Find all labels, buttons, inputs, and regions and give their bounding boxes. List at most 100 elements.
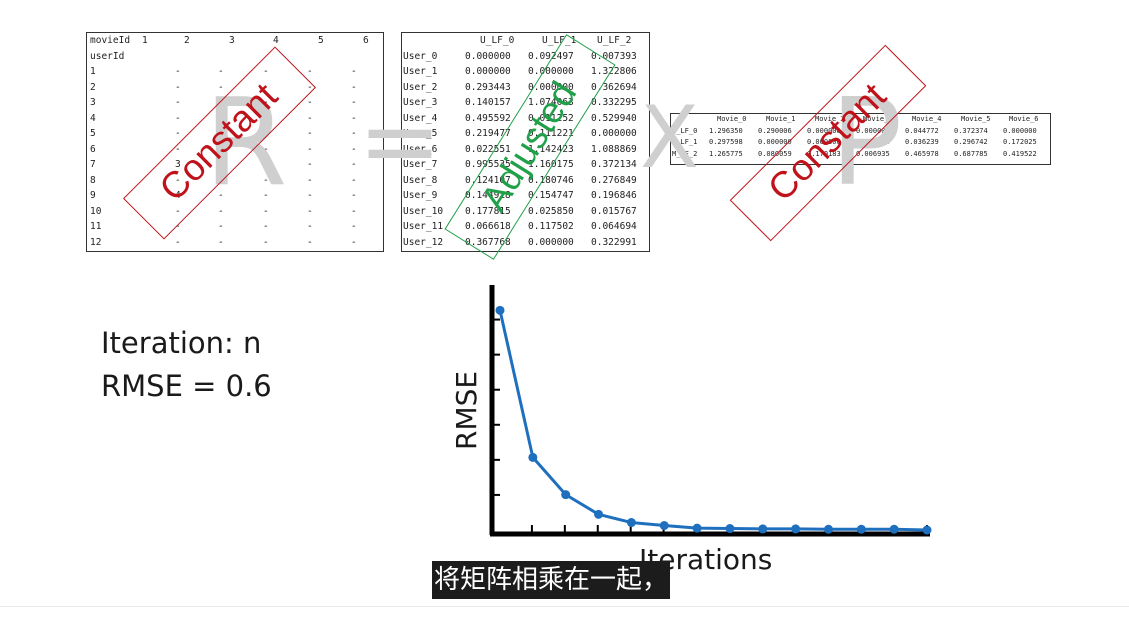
factor-cell: 1.074063 (528, 97, 574, 108)
row-index: User_4 (403, 112, 438, 124)
factor-cell: 0.293443 (465, 81, 511, 93)
factor-cell: 1.142423 (528, 143, 574, 155)
factor-cell: 0.117502 (528, 221, 574, 232)
row-index: M_LF_2 (672, 149, 698, 158)
column-header: Movie_4 (912, 115, 942, 123)
rating-cell: - (175, 112, 181, 124)
rating-cell: - (307, 205, 313, 217)
equation-times-sign: X (640, 88, 699, 188)
factor-cell: 0.066618 (465, 221, 511, 232)
factor-cell: 0.000000 (528, 236, 574, 248)
column-header: 4 (273, 35, 279, 46)
table-row: M_LF_2 1.265775 0.080059 0.170183 0.006935 0.… (671, 149, 1050, 161)
row-index: 10 (90, 205, 102, 217)
table-row: 9 4 - - - - (87, 188, 383, 204)
column-header: Movie_0 (717, 115, 747, 123)
row-index: User_0 (403, 50, 438, 62)
row-index: 6 (90, 143, 96, 155)
row-index: User_12 (403, 236, 444, 248)
table-row: User_10 0.177815 0.025850 0.015767 (402, 204, 649, 220)
data-point (692, 523, 702, 533)
table-header-row: Movie_0 Movie_1 Movie_2 Movie_3 Movie_4 Movie… (671, 114, 1050, 126)
table-row: M_LF_0 1.296350 0.290006 0.000000 0.000000 0.… (671, 126, 1050, 138)
rating-cell: - (307, 128, 313, 139)
rating-cell: - (218, 128, 224, 139)
factor-cell: 0.495592 (465, 112, 511, 124)
rating-cell: - (175, 221, 181, 232)
table-row: User_3 0.140157 1.074063 0.332295 (402, 95, 649, 111)
rating-cell: - (307, 143, 313, 155)
table-row: 1 - - - - - (87, 64, 383, 80)
data-point (528, 452, 538, 462)
rating-cell: - (263, 190, 269, 201)
video-subtitle: 将矩阵相乘在一起， (432, 561, 671, 599)
table-row: User_7 0.995535 1.160175 0.372134 (402, 157, 649, 173)
rating-cell: - (263, 174, 269, 186)
factor-cell: 0.000000 (528, 66, 574, 77)
factor-cell: 0.419522 (1003, 149, 1037, 158)
factor-cell: 0.006935 (856, 149, 890, 158)
factor-cell: 0.015767 (591, 205, 637, 217)
rating-cell: - (307, 66, 313, 77)
rating-cell: - (218, 174, 224, 186)
table-row: User_9 0.144918 0.154747 0.196846 (402, 188, 649, 204)
column-header: Movie_3 (863, 115, 893, 123)
rating-cell: - (175, 236, 181, 248)
column-header: 1 (142, 35, 148, 46)
rating-cell: - (351, 236, 357, 248)
rating-cell: - (351, 159, 357, 170)
rating-cell: - (307, 159, 313, 170)
factor-cell: 0.297598 (709, 138, 743, 146)
column-header: U_LF_1 (542, 35, 577, 46)
row-index: User_3 (403, 97, 438, 108)
factor-cell: 1.160175 (528, 159, 574, 170)
row-index: 12 (90, 236, 102, 248)
factor-cell: 0.022551 (465, 143, 511, 155)
rating-cell: - (351, 174, 357, 186)
rating-cell: - (218, 205, 224, 217)
factor-cell: 0.000000 (1003, 126, 1037, 135)
iteration-label: Iteration: n (101, 326, 262, 360)
row-index: 8 (90, 174, 96, 186)
factor-cell: 0.000000 (528, 81, 574, 93)
factor-cell: 0.011252 (528, 112, 574, 124)
row-index: User_11 (403, 221, 444, 232)
factor-cell: 0.025850 (528, 205, 574, 217)
data-point (823, 524, 833, 534)
factor-cell: 0.080059 (758, 149, 792, 158)
factor-cell: 0.290006 (758, 126, 792, 135)
factor-cell: 0.064694 (591, 221, 637, 232)
equation-p-letter: P (830, 74, 903, 213)
rating-cell: - (307, 174, 313, 186)
data-point (725, 524, 735, 534)
row-index: 5 (90, 128, 96, 139)
data-point (758, 524, 768, 534)
factor-cell: 0.332295 (591, 97, 637, 108)
row-index: 9 (90, 190, 96, 201)
row-index: User_1 (403, 66, 438, 77)
column-header: Movie_1 (766, 115, 796, 123)
factor-cell: 0.000000 (856, 126, 890, 135)
rmse-line-chart: Iterations RMSE (450, 285, 932, 576)
factor-cell: 0.000000 (807, 138, 841, 146)
rating-cell: - (263, 143, 269, 155)
rating-cell: - (351, 128, 357, 139)
rating-cell: - (263, 66, 269, 77)
table-row: 2 - - - - - (87, 80, 383, 96)
column-header: U_LF_0 (480, 35, 515, 46)
row-index: 11 (90, 221, 102, 232)
rating-cell: - (263, 205, 269, 217)
rating-cell: - (175, 97, 181, 108)
table-row: M_LF_1 0.297598 0.000000 0.000000 0.005646 0.… (671, 137, 1050, 149)
table-row: User_5 0.219477 0.111221 0.000000 (402, 126, 649, 142)
player-divider (0, 606, 1129, 607)
factor-cell: 1.265775 (709, 149, 743, 158)
factor-cell: 0.529940 (591, 112, 637, 124)
factor-cell: 0.000000 (465, 50, 511, 62)
table-row: User_11 0.066618 0.117502 0.064694 (402, 219, 649, 235)
factor-cell: 0.296742 (954, 138, 988, 146)
row-index: 4 (90, 112, 96, 124)
row-index: User_9 (403, 190, 438, 201)
column-header: 2 (184, 35, 190, 46)
data-point (922, 525, 932, 535)
